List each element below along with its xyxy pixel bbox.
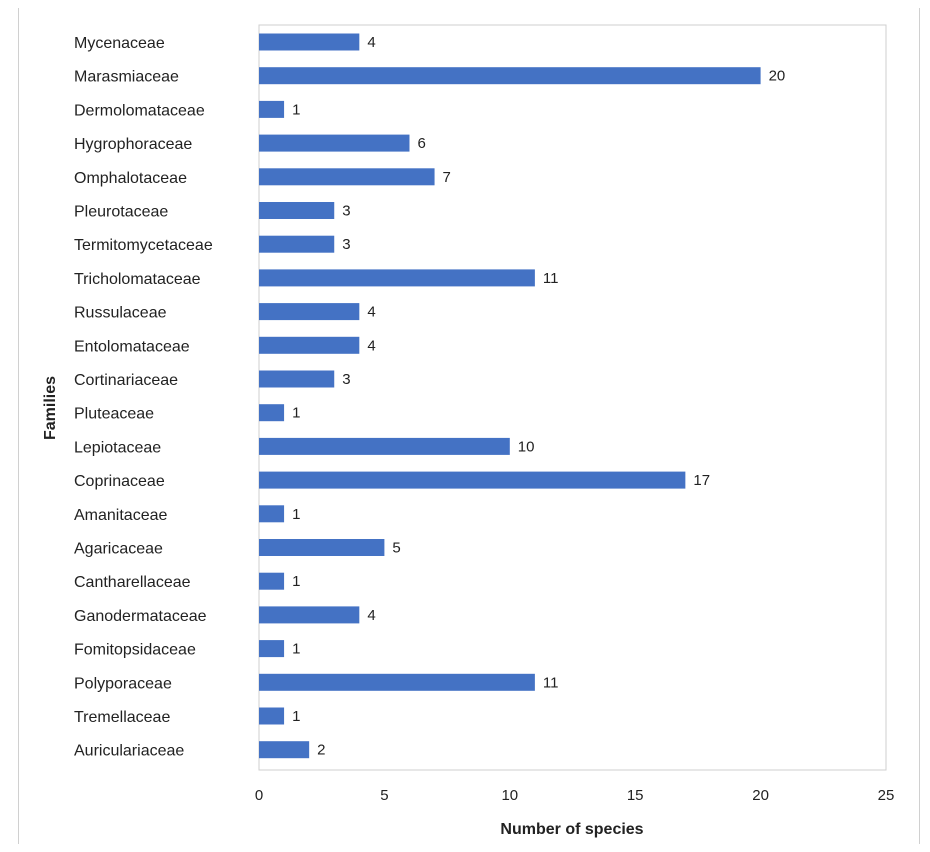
value-label: 20 [769, 68, 786, 85]
bar-dermolomataceae [259, 100, 285, 118]
value-label: 1 [292, 573, 300, 590]
category-label: Pleurotaceae [74, 204, 168, 221]
x-tick-label: 10 [501, 787, 518, 804]
bar-amanitaceae [259, 505, 285, 523]
bar-pleurotaceae [259, 202, 335, 219]
bar-entolomataceae [259, 336, 360, 354]
x-axis-title: Number of species [500, 821, 643, 838]
category-label: Marasmiaceae [74, 69, 179, 86]
value-label: 4 [367, 34, 375, 51]
x-tick-label: 25 [878, 787, 895, 804]
category-label: Tricholomataceae [74, 271, 201, 288]
category-label: Hygrophoraceae [74, 136, 192, 153]
x-tick-label: 5 [380, 787, 388, 804]
bar-polyporaceae [259, 673, 535, 691]
x-tick-label: 20 [752, 787, 769, 804]
category-labels: Mycenaceae Marasmiaceae Dermolomataceae Hyg… [74, 35, 213, 760]
category-label: Amanitaceae [74, 507, 167, 524]
bar-termitomycetaceae [259, 235, 335, 253]
value-label: 6 [417, 135, 425, 152]
value-label: 2 [317, 742, 325, 759]
category-label: Polyporaceae [74, 675, 172, 692]
category-label: Termitomycetaceae [74, 237, 213, 254]
category-label: Pluteaceae [74, 406, 154, 423]
category-label: Agaricaceae [74, 541, 163, 558]
bar-fomitopsidaceae [259, 640, 285, 658]
category-label: Entolomataceae [74, 338, 190, 355]
category-label: Tremellaceae [74, 709, 170, 726]
value-label: 1 [292, 641, 300, 658]
bar-marasmiaceae [259, 67, 761, 85]
value-label: 7 [443, 169, 451, 186]
value-label: 1 [292, 405, 300, 422]
bar-cantharellaceae [259, 572, 285, 590]
category-label: Cantharellaceae [74, 574, 191, 591]
bar-ganodermataceae [259, 606, 360, 624]
bar-hygrophoraceae [259, 134, 410, 152]
bar-omphalotaceae [259, 168, 435, 186]
bar-agaricaceae [259, 539, 385, 556]
value-label: 1 [292, 101, 300, 118]
bar-russulaceae [259, 303, 360, 321]
category-label: Dermolomataceae [74, 102, 205, 119]
category-label: Coprinaceae [74, 473, 165, 490]
value-label: 1 [292, 708, 300, 725]
category-label: Omphalotaceae [74, 170, 187, 187]
value-label: 11 [543, 270, 559, 287]
value-label: 4 [367, 337, 375, 354]
value-label: 3 [342, 371, 350, 388]
bar-chart: Mycenaceae Marasmiaceae Dermolomataceae Hyg… [42, 24, 895, 838]
bars-group [259, 33, 761, 759]
category-label: Mycenaceae [74, 35, 165, 52]
bar-coprinaceae [259, 471, 686, 489]
value-label: 17 [693, 472, 710, 489]
chart-frame: Mycenaceae Marasmiaceae Dermolomataceae Hyg… [18, 8, 920, 844]
y-axis-title: Families [42, 376, 59, 440]
category-label: Fomitopsidaceae [74, 642, 196, 659]
category-label: Cortinariaceae [74, 372, 178, 389]
category-label: Ganodermataceae [74, 608, 207, 625]
bar-cortinariaceae [259, 370, 335, 388]
category-label: Auriculariaceae [74, 743, 184, 760]
bar-tremellaceae [259, 707, 285, 725]
x-axis-ticks: 0 5 10 15 20 25 [255, 787, 895, 804]
value-label: 3 [342, 203, 350, 220]
plot-area [258, 24, 887, 771]
bar-lepiotaceae [259, 437, 510, 455]
bar-mycenaceae [259, 33, 360, 51]
category-label: Lepiotaceae [74, 439, 161, 456]
value-label: 5 [392, 540, 400, 557]
bar-auriculariaceae [259, 741, 310, 759]
value-label: 3 [342, 236, 350, 253]
bar-tricholomataceae [259, 269, 535, 287]
value-label: 10 [518, 438, 535, 455]
value-label: 1 [292, 506, 300, 523]
x-tick-label: 0 [255, 787, 263, 804]
value-label: 4 [367, 304, 375, 321]
bar-pluteaceae [259, 404, 285, 422]
category-label: Russulaceae [74, 305, 167, 322]
value-label: 11 [543, 674, 559, 691]
x-tick-label: 15 [627, 787, 644, 804]
value-label: 4 [367, 607, 375, 624]
